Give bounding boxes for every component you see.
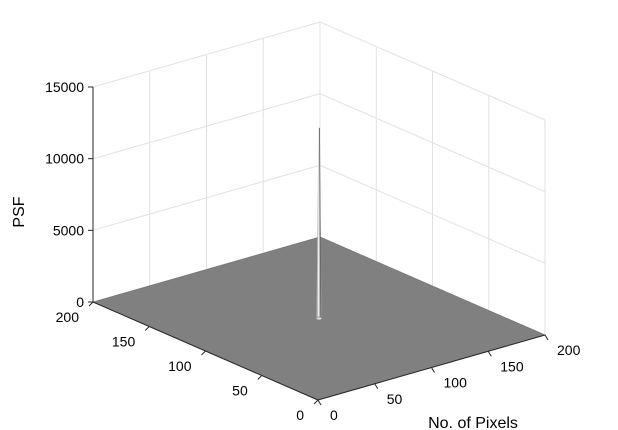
y-tick-mark: [88, 301, 94, 307]
psf-peak-highlight: [317, 127, 320, 317]
grid-line: [92, 21, 546, 121]
z-tick-label: 0: [76, 294, 84, 310]
y-tick-label: 0: [296, 407, 304, 423]
x-tick-label: 200: [557, 342, 581, 358]
z-tick-label: 10000: [45, 151, 84, 167]
x-tick-mark: [317, 399, 322, 406]
z-tick-label: 5000: [53, 222, 84, 238]
x-tick-mark: [544, 334, 549, 341]
y-tick-label: 200: [56, 309, 80, 325]
axes: [88, 86, 549, 406]
x-axis-label: No. of Pixels: [428, 415, 518, 430]
x-tick-label: 0: [330, 407, 338, 423]
y-tick-label: 150: [112, 334, 136, 350]
psf-peak-edge: [319, 127, 322, 319]
z-axis-label: PSF: [11, 196, 28, 227]
x-tick-label: 100: [444, 375, 468, 391]
x-tick-mark: [374, 383, 379, 390]
grid-line: [92, 93, 546, 193]
y-tick-mark: [201, 350, 206, 356]
y-tick-label: 100: [168, 358, 192, 374]
y-tick-mark: [257, 375, 263, 380]
y-tick-mark: [313, 399, 319, 405]
z-tick-label: 15000: [45, 79, 84, 95]
x-tick-label: 150: [500, 358, 524, 374]
x-tick-mark: [431, 367, 435, 373]
y-tick-mark: [144, 326, 150, 331]
x-tick-mark: [487, 350, 492, 357]
x-tick-label: 50: [387, 391, 403, 407]
y-tick-label: 50: [232, 383, 248, 399]
psf-peak-base: [315, 316, 323, 321]
